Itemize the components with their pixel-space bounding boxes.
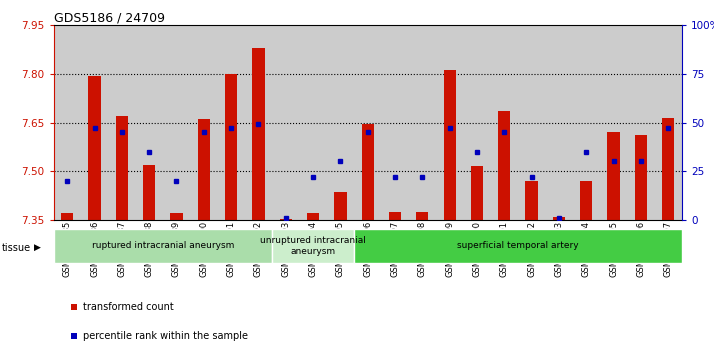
Bar	[436, 25, 463, 220]
Bar	[389, 212, 401, 220]
Bar	[635, 135, 647, 220]
Bar	[334, 192, 346, 220]
Text: ruptured intracranial aneurysm: ruptured intracranial aneurysm	[91, 241, 234, 250]
Text: GDS5186 / 24709: GDS5186 / 24709	[54, 11, 164, 24]
Bar	[408, 25, 436, 220]
Bar	[89, 76, 101, 220]
Bar	[109, 25, 136, 220]
Bar	[361, 124, 374, 220]
Text: tissue: tissue	[1, 242, 31, 253]
Bar	[252, 48, 265, 220]
Bar	[307, 213, 319, 220]
Bar	[61, 213, 74, 220]
Bar	[190, 25, 218, 220]
Bar	[655, 25, 682, 220]
Bar	[225, 74, 237, 220]
Bar	[573, 25, 600, 220]
FancyBboxPatch shape	[54, 229, 272, 263]
Bar	[81, 25, 109, 220]
Bar	[198, 119, 210, 220]
Bar	[327, 25, 354, 220]
Bar	[608, 132, 620, 220]
FancyBboxPatch shape	[354, 229, 682, 263]
Bar	[299, 25, 327, 220]
Bar	[171, 213, 183, 220]
Bar	[245, 25, 272, 220]
Bar	[443, 70, 456, 220]
Bar	[600, 25, 627, 220]
Bar	[136, 25, 163, 220]
Bar	[627, 25, 655, 220]
Bar	[218, 25, 245, 220]
Bar	[580, 181, 593, 220]
Bar	[116, 116, 128, 220]
Bar	[518, 25, 545, 220]
Bar	[163, 25, 190, 220]
FancyBboxPatch shape	[272, 229, 354, 263]
Bar	[381, 25, 408, 220]
Bar	[662, 118, 674, 220]
Bar	[272, 25, 299, 220]
Bar	[463, 25, 491, 220]
Bar	[280, 219, 292, 220]
Bar	[54, 25, 81, 220]
Bar	[491, 25, 518, 220]
Bar	[545, 25, 573, 220]
Bar	[471, 166, 483, 220]
Bar	[553, 217, 565, 220]
Text: unruptured intracranial
aneurysm: unruptured intracranial aneurysm	[260, 236, 366, 256]
Text: ▶: ▶	[34, 243, 41, 252]
Bar	[354, 25, 381, 220]
Bar	[498, 111, 511, 220]
Text: transformed count: transformed count	[83, 302, 174, 312]
Bar	[416, 212, 428, 220]
Text: superficial temporal artery: superficial temporal artery	[457, 241, 579, 250]
Bar	[526, 181, 538, 220]
Bar	[143, 164, 156, 220]
Text: percentile rank within the sample: percentile rank within the sample	[83, 331, 248, 341]
